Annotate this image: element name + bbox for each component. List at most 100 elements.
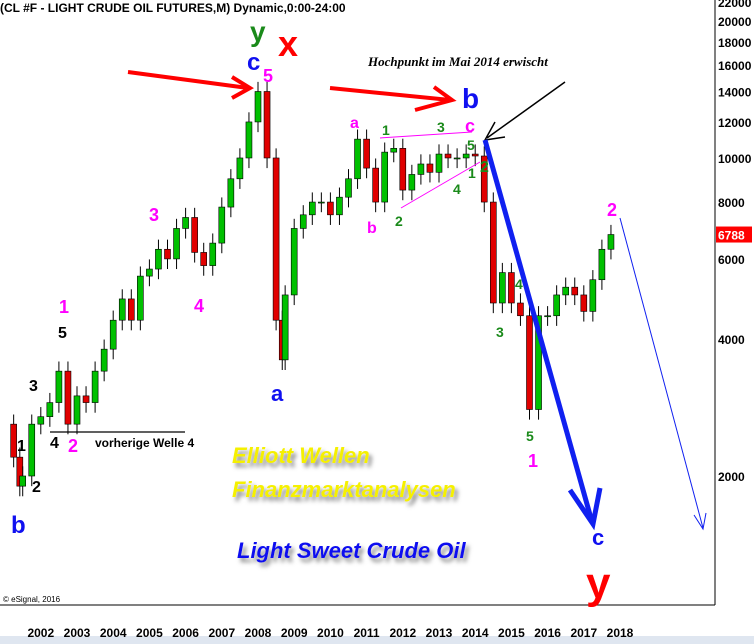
red-arrow-2 xyxy=(329,86,451,102)
wave-label: 4 xyxy=(515,276,523,292)
wave-label: 2 xyxy=(607,200,617,220)
x-tick-label: 2005 xyxy=(136,626,163,640)
wave-label: b xyxy=(11,512,26,539)
y-tick-label: 4000 xyxy=(718,333,745,347)
wave-label: 2 xyxy=(68,436,78,456)
black-arrow xyxy=(486,81,566,139)
candle-body xyxy=(128,298,135,321)
candle-body xyxy=(146,268,153,277)
last-price-label: 6788 xyxy=(718,229,745,243)
candle-body xyxy=(354,138,361,180)
wave-label: 2 xyxy=(395,213,403,229)
candle-body xyxy=(426,163,434,173)
blue-projection-line xyxy=(482,139,595,523)
wave-label: x xyxy=(278,23,298,64)
wave-label: 4 xyxy=(50,435,59,452)
candle-body xyxy=(109,319,117,350)
candle-body xyxy=(499,272,506,304)
candle-body xyxy=(598,248,606,281)
candle-body xyxy=(281,294,289,361)
wave-label: 1 xyxy=(17,438,26,455)
wave-label: 5 xyxy=(467,137,475,153)
x-tick-label: 2012 xyxy=(389,626,416,640)
wave-label: 4 xyxy=(194,296,204,316)
wave-label: c xyxy=(592,525,604,550)
candle-body xyxy=(363,138,370,169)
wave-label: 3 xyxy=(149,205,159,225)
red-arrow-head-icon xyxy=(414,85,457,112)
wave-label: 2 xyxy=(32,479,41,496)
candle-body xyxy=(489,201,497,304)
wave-label: 1 xyxy=(59,297,69,317)
y-tick-label: 12000 xyxy=(718,116,752,130)
y-tick-label: 18000 xyxy=(718,36,752,50)
last-price-badge xyxy=(716,226,752,243)
candle-body xyxy=(580,294,588,312)
candle-body xyxy=(236,157,244,180)
candle-body xyxy=(471,153,479,157)
wave-label: b xyxy=(462,83,479,114)
x-tick-label: 2018 xyxy=(607,626,634,640)
candle-body xyxy=(164,248,171,260)
copyright: © eSignal, 2016 xyxy=(3,595,61,604)
candle-body xyxy=(435,153,443,173)
candle-body xyxy=(299,214,307,229)
candle-body xyxy=(453,157,461,160)
wave-label: b xyxy=(367,220,377,237)
candle-body xyxy=(137,275,144,321)
candle-body xyxy=(118,298,126,321)
candle-body xyxy=(372,167,379,203)
wave-label: 4 xyxy=(453,181,461,197)
candle-body xyxy=(263,91,271,159)
candle-body xyxy=(19,475,27,487)
chart-title: (CL #F - LIGHT CRUDE OIL FUTURES,M) Dyna… xyxy=(0,1,346,15)
x-tick-label: 2016 xyxy=(534,626,561,640)
previous-wave4-label: vorherige Welle 4 xyxy=(95,436,194,450)
candle-body xyxy=(462,153,470,159)
candle-body xyxy=(480,155,488,203)
wave-label: 3 xyxy=(496,324,504,340)
candle-body xyxy=(399,148,407,191)
wave-label: c xyxy=(465,116,475,136)
candle-body xyxy=(517,302,524,317)
x-tick-label: 2006 xyxy=(172,626,199,640)
wave-label: y xyxy=(586,559,611,608)
candle-body xyxy=(10,423,17,458)
y-tick-label: 6000 xyxy=(718,253,745,267)
wave-label: 1 xyxy=(468,165,476,181)
candle-body xyxy=(417,163,425,175)
candle-body xyxy=(381,151,389,203)
candle-body xyxy=(218,206,226,244)
candle-body xyxy=(327,201,334,216)
y-tick-label: 8000 xyxy=(718,196,745,210)
candle-body xyxy=(390,148,398,153)
triangle-upper-line xyxy=(379,131,473,139)
x-tick-label: 2013 xyxy=(426,626,453,640)
candle-body xyxy=(272,157,280,321)
y-tick-label: 10000 xyxy=(718,152,752,166)
candle-body xyxy=(173,228,180,260)
brand-line-2: Finanzmarktanalysen xyxy=(232,477,456,502)
red-arrow-head-icon xyxy=(230,75,254,100)
candle-body xyxy=(100,348,108,372)
candle-body xyxy=(155,248,162,270)
wave-label: 5 xyxy=(526,428,534,444)
triangle-lower-line xyxy=(400,161,481,209)
candle-body xyxy=(318,201,325,204)
candle-body xyxy=(37,416,45,425)
candle-body xyxy=(336,196,343,216)
candle-body xyxy=(182,217,189,229)
annotation-lines xyxy=(50,70,707,531)
bottom-strip xyxy=(0,636,754,644)
wave-label: 1 xyxy=(382,122,390,138)
candle-body xyxy=(408,174,416,191)
blue-thin-arrow-head-icon xyxy=(693,512,707,531)
wave-label: a xyxy=(271,381,284,406)
brand-line-1: Elliott Wellen xyxy=(232,443,370,468)
x-tick-label: 2009 xyxy=(281,626,308,640)
candle-body xyxy=(191,217,198,253)
candle-body xyxy=(345,178,352,198)
candle-body xyxy=(526,315,533,410)
x-tick-label: 2015 xyxy=(498,626,525,640)
